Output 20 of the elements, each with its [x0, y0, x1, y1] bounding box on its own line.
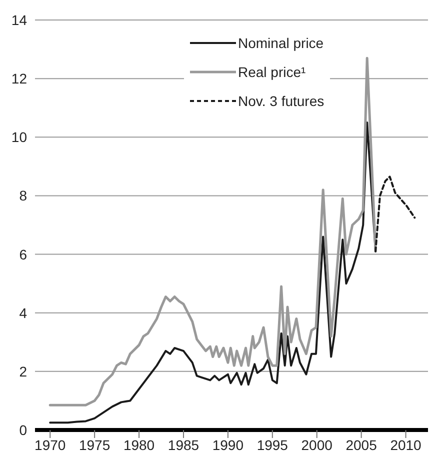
- y-tick-label: 12: [11, 70, 28, 87]
- y-tick-label: 6: [19, 246, 28, 262]
- x-tick-label: 2005: [346, 436, 378, 453]
- y-tick-label: 8: [19, 188, 28, 204]
- legend-label: Nov. 3 futures: [238, 92, 324, 108]
- x-tick-label: 1980: [123, 436, 155, 453]
- legend-label: Real price¹: [238, 64, 306, 80]
- x-tick-label: 1985: [168, 436, 200, 453]
- y-tick-label: 14: [11, 12, 28, 28]
- x-tick-label: 1975: [78, 436, 110, 453]
- x-tick-label: 1970: [34, 436, 66, 453]
- x-tick-label: 2000: [301, 436, 333, 453]
- x-tick-label: 2010: [390, 436, 422, 453]
- y-tick-label: 2: [19, 363, 28, 380]
- y-tick-label: 10: [11, 129, 28, 146]
- y-tick-label: 4: [19, 304, 28, 321]
- x-tick-label: 1995: [256, 436, 288, 453]
- legend-label: Nominal price: [238, 34, 324, 50]
- y-tick-label: 0: [19, 422, 28, 438]
- x-tick-label: 1990: [212, 436, 244, 453]
